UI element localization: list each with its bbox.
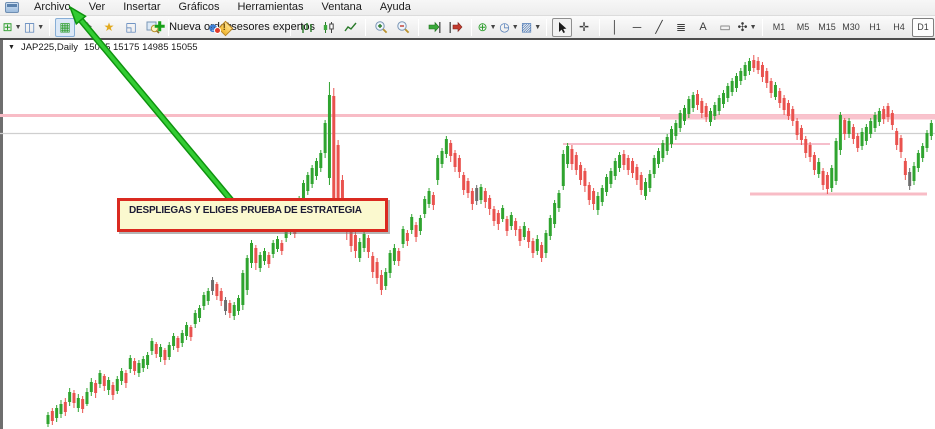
profiles-icon: ◫	[23, 20, 36, 34]
arrows-icon: ✣	[737, 20, 748, 34]
plus-icon: ✚	[154, 19, 166, 34]
timeframe-m30-button[interactable]: M30	[842, 22, 860, 32]
menu-archivo[interactable]: Archivo	[34, 0, 71, 13]
annotation-tooltip: DESPLIEGAS Y ELIGES PRUEBA DE ESTRATEGIA	[117, 198, 388, 232]
zoom-in-button[interactable]	[371, 18, 391, 37]
navigator-star-icon: ★	[103, 20, 115, 34]
data-window-button[interactable]: ✥	[77, 18, 97, 37]
auto-scroll-icon	[428, 21, 441, 33]
line-chart-icon	[343, 22, 357, 31]
vertical-line-icon: │	[611, 20, 619, 34]
fibonacci-button[interactable]: ≣	[671, 18, 691, 37]
timeframe-d1-button[interactable]: D1	[912, 17, 934, 37]
cursor-arrow-icon	[559, 21, 567, 33]
text-label-button[interactable]: ▭	[715, 18, 735, 37]
zoom-out-icon	[397, 21, 410, 34]
menu-graficos[interactable]: Gráficos	[178, 0, 220, 13]
text-icon: A	[699, 20, 707, 33]
data-window-icon: ✥	[81, 20, 93, 34]
chart-menu-triangle-icon[interactable]: ▼	[8, 44, 15, 51]
timeframe-m5-button[interactable]: M5	[796, 22, 810, 32]
navigator-button[interactable]: ★	[99, 18, 119, 37]
arrows-button[interactable]: ✣ ▼	[737, 18, 757, 37]
chevron-down-icon: ▼	[489, 23, 497, 31]
chart-shift-button[interactable]	[446, 18, 466, 37]
market-watch-icon: ▦	[59, 20, 71, 34]
menu-herramientas[interactable]: Herramientas	[237, 0, 304, 13]
menu-ayuda[interactable]: Ayuda	[379, 0, 411, 13]
menu-ver[interactable]: Ver	[88, 0, 106, 13]
chevron-down-icon: ▼	[14, 23, 22, 31]
chart-header: ▼ JAP225,Daily 15005 15175 14985 15055	[8, 42, 198, 53]
line-chart-button[interactable]	[340, 18, 360, 37]
periods-button[interactable]: ◷ ▼	[499, 18, 519, 37]
terminal-icon: ◱	[125, 20, 137, 34]
indicators-button[interactable]: ⊕ ▼	[477, 18, 497, 37]
timeframe-h4-button[interactable]: H4	[893, 22, 905, 32]
timeframe-h1-button[interactable]: H1	[869, 22, 881, 32]
chart-symbol-label: JAP225,Daily	[20, 42, 78, 53]
menu-insertar[interactable]: Insertar	[123, 0, 161, 13]
terminal-button[interactable]: ◱	[121, 18, 141, 37]
horizontal-line-button[interactable]: ─	[627, 18, 647, 37]
fibonacci-icon: ≣	[675, 20, 687, 34]
candlestick-chart-icon	[323, 21, 334, 33]
chart-ohlc-values: 15005 15175 14985 15055	[83, 42, 198, 53]
crosshair-icon: ✛	[578, 20, 590, 34]
expert-advisor-head-icon: ☻	[206, 19, 221, 35]
chevron-down-icon: ▼	[534, 23, 542, 31]
text-button[interactable]: A	[693, 18, 713, 37]
trendline-button[interactable]: ╱	[649, 18, 669, 37]
clock-icon: ◷	[499, 20, 510, 34]
market-watch-button[interactable]: ▦	[55, 17, 76, 37]
vertical-line-button[interactable]: │	[605, 18, 625, 37]
asesores-expertos-button[interactable]: ☻ Asesores expertos	[206, 18, 315, 37]
zoom-out-button[interactable]	[393, 18, 413, 37]
trendline-icon: ╱	[655, 20, 663, 34]
asesores-label: Asesores expertos	[223, 21, 316, 33]
menu-bar: Archivo Ver Insertar Gráficos Herramient…	[0, 0, 935, 16]
app-window-icon[interactable]	[5, 2, 19, 13]
chevron-down-icon: ▼	[511, 23, 519, 31]
candlestick-chart-button[interactable]	[318, 18, 338, 37]
chevron-down-icon: ▼	[37, 23, 45, 31]
crosshair-button[interactable]: ✛	[574, 18, 594, 37]
template-icon: ▨	[520, 20, 533, 34]
chevron-down-icon: ▼	[749, 23, 757, 31]
auto-scroll-button[interactable]	[424, 18, 444, 37]
timeframe-m15-button[interactable]: M15	[818, 22, 836, 32]
text-label-icon: ▭	[719, 20, 731, 34]
timeframe-m1-button[interactable]: M1	[772, 22, 786, 32]
zoom-in-icon	[375, 21, 388, 34]
chart-shift-icon	[449, 21, 463, 33]
indicators-icon: ⊕	[477, 20, 488, 34]
annotation-tooltip-text: DESPLIEGAS Y ELIGES PRUEBA DE ESTRATEGIA	[129, 205, 362, 216]
toolbar: ⊞▼ ◫▼ ▦ ✥ ★ ◱ ✚Nueva orden ☻Asesores exp…	[0, 16, 935, 40]
templates-button[interactable]: ▨ ▼	[521, 18, 541, 37]
new-chart-button[interactable]: ⊞ ▼	[2, 18, 22, 37]
horizontal-line-icon: ─	[632, 20, 642, 34]
bar-chart-button[interactable]	[296, 18, 316, 37]
menu-ventana[interactable]: Ventana	[321, 0, 362, 13]
cursor-button[interactable]	[552, 17, 572, 37]
new-chart-icon: ⊞	[2, 20, 13, 34]
profiles-button[interactable]: ◫ ▼	[24, 18, 44, 37]
bar-chart-icon	[301, 22, 312, 33]
